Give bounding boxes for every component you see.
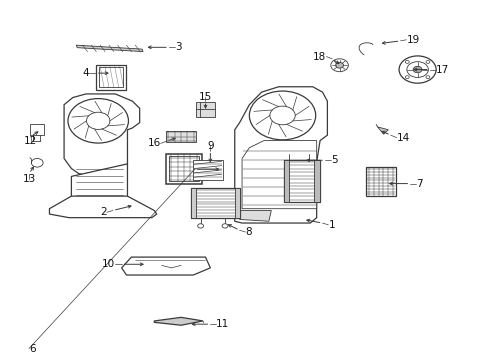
Circle shape (406, 62, 427, 77)
Polygon shape (242, 140, 316, 209)
Text: 8: 8 (245, 227, 252, 237)
Circle shape (330, 59, 347, 72)
Circle shape (398, 56, 435, 83)
Text: 1: 1 (328, 220, 334, 230)
Bar (193, 160, 222, 180)
Polygon shape (239, 211, 271, 221)
Circle shape (197, 224, 203, 228)
Bar (234, 188, 239, 218)
Circle shape (412, 66, 421, 73)
Bar (190, 188, 239, 218)
Circle shape (31, 158, 43, 167)
Text: 16: 16 (147, 139, 160, 148)
Polygon shape (64, 94, 140, 176)
Text: 7: 7 (415, 179, 422, 189)
Bar (99, 67, 123, 87)
Polygon shape (122, 257, 210, 275)
Text: 17: 17 (435, 64, 448, 75)
Bar (283, 160, 289, 202)
Circle shape (249, 91, 315, 140)
Text: 13: 13 (22, 174, 36, 184)
Polygon shape (154, 318, 203, 325)
Polygon shape (377, 127, 387, 134)
Bar (195, 102, 215, 117)
Circle shape (405, 60, 408, 63)
Text: 5: 5 (330, 155, 337, 165)
Text: 10: 10 (102, 259, 115, 269)
Text: 19: 19 (406, 35, 419, 45)
Bar (190, 188, 195, 218)
Bar (166, 154, 201, 184)
Bar (366, 167, 395, 196)
Circle shape (335, 62, 343, 68)
Text: 4: 4 (82, 68, 89, 78)
Text: 6: 6 (29, 343, 36, 354)
Circle shape (86, 112, 110, 130)
Text: 12: 12 (24, 136, 38, 146)
Bar (166, 131, 195, 142)
Circle shape (405, 76, 408, 78)
Bar (283, 160, 320, 202)
Circle shape (425, 76, 429, 78)
Bar (314, 160, 320, 202)
Text: 9: 9 (206, 141, 213, 151)
Text: 14: 14 (396, 133, 409, 143)
Bar (169, 156, 198, 181)
Polygon shape (71, 164, 127, 202)
Text: 3: 3 (175, 42, 182, 52)
Text: 18: 18 (312, 51, 326, 62)
Bar (96, 64, 126, 90)
Circle shape (425, 60, 429, 63)
Text: 11: 11 (216, 319, 229, 329)
Text: 2: 2 (100, 207, 107, 217)
Polygon shape (49, 196, 157, 218)
Circle shape (269, 106, 295, 125)
Bar (30, 124, 43, 135)
Polygon shape (76, 45, 143, 51)
Circle shape (222, 224, 227, 228)
Circle shape (68, 99, 128, 143)
Polygon shape (234, 87, 327, 223)
Text: 15: 15 (199, 92, 212, 102)
